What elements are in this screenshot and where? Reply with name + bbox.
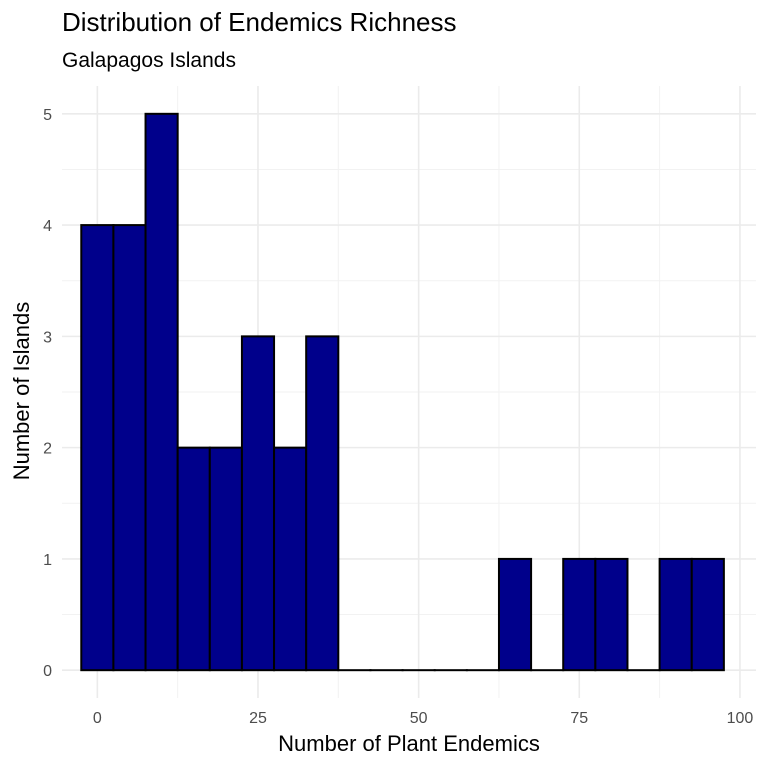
y-tick-label: 1 <box>43 552 52 569</box>
y-axis-ticks: 0 1 2 3 4 5 <box>43 107 52 680</box>
histogram-bar <box>305 335 340 672</box>
chart-subtitle: Galapagos Islands <box>62 49 236 72</box>
x-tick-label: 0 <box>93 710 102 727</box>
histogram-bar <box>594 557 629 672</box>
histogram-bar <box>80 224 115 672</box>
y-tick-label: 3 <box>43 329 52 346</box>
x-tick-label: 75 <box>570 710 588 727</box>
histogram-bar <box>240 335 276 672</box>
y-tick-label: 0 <box>43 663 52 680</box>
histogram-bar <box>273 446 308 672</box>
bars <box>80 112 725 672</box>
y-tick-label: 2 <box>43 441 52 458</box>
histogram-bar <box>144 112 179 672</box>
x-tick-label: 100 <box>727 710 754 727</box>
histogram-bar <box>208 446 243 672</box>
histogram-bar <box>112 224 147 672</box>
chart-title: Distribution of Endemics Richness <box>62 7 457 37</box>
y-tick-label: 4 <box>43 218 52 235</box>
histogram-bar <box>690 557 725 672</box>
histogram-bar <box>497 557 533 672</box>
x-tick-label: 50 <box>410 710 428 727</box>
histogram-bar <box>658 557 693 672</box>
y-tick-label: 5 <box>43 107 52 124</box>
histogram-bar <box>176 446 211 672</box>
y-axis-title: Number of Islands <box>9 302 34 481</box>
x-tick-label: 25 <box>249 710 267 727</box>
x-axis-ticks: 0 25 50 75 100 <box>93 710 753 727</box>
histogram-bar <box>562 557 597 672</box>
x-axis-title: Number of Plant Endemics <box>278 731 540 756</box>
